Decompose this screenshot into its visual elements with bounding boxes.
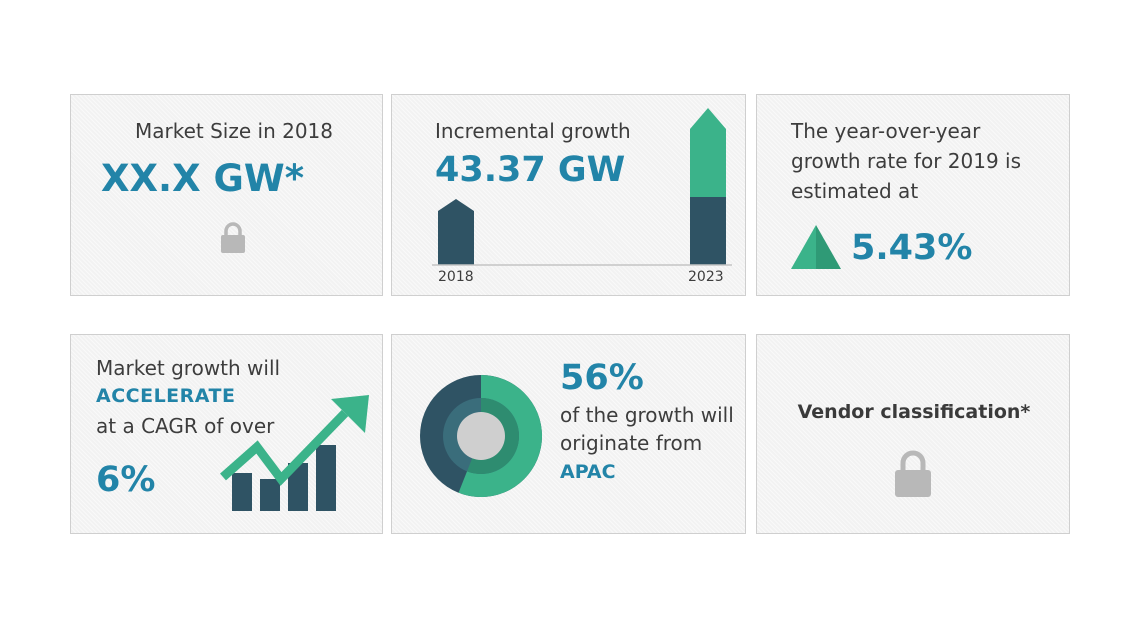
region-name: APAC: [560, 461, 616, 483]
yoy-text-line2: growth rate for 2019 is: [791, 149, 1022, 173]
incremental-growth-card: Incremental growth 43.37 GW 2018 2023: [391, 94, 746, 296]
yoy-growth-value: 5.43%: [851, 228, 973, 268]
incremental-growth-label: Incremental growth: [435, 119, 631, 143]
region-share-value: 56%: [560, 358, 644, 398]
lock-icon: [219, 221, 247, 259]
market-size-value: XX.X GW*: [101, 157, 305, 200]
region-text-line2: originate from: [560, 431, 703, 455]
cagr-value: 6%: [96, 460, 156, 500]
yoy-growth-card: The year-over-year growth rate for 2019 …: [756, 94, 1070, 296]
triangle-up-icon: [791, 225, 841, 273]
region-share-card: 56% of the growth will originate from AP…: [391, 334, 746, 534]
bar-2023-bottom: [690, 197, 726, 265]
market-size-card: Market Size in 2018 XX.X GW*: [70, 94, 383, 296]
cagr-text-line1: Market growth will: [96, 356, 281, 380]
cagr-card: Market growth will ACCELERATE at a CAGR …: [70, 334, 383, 534]
region-text-line1: of the growth will: [560, 403, 734, 427]
vendor-card: Vendor classification*: [756, 334, 1070, 534]
cagr-text-line3: at a CAGR of over: [96, 414, 275, 438]
year-start-label: 2018: [438, 269, 474, 285]
cagr-accelerate-text: ACCELERATE: [96, 385, 236, 407]
bar-2023-top: [690, 108, 726, 197]
yoy-text-line3: estimated at: [791, 179, 919, 203]
growth-chart-icon: [219, 391, 374, 517]
incremental-growth-value: 43.37 GW: [435, 150, 626, 190]
bar-2018: [438, 199, 474, 265]
lock-icon: [893, 449, 933, 503]
growth-bars-icon: [432, 108, 732, 266]
vendor-classification-label: Vendor classification*: [797, 401, 1031, 423]
year-end-label: 2023: [688, 269, 724, 285]
yoy-text-line1: The year-over-year: [791, 119, 981, 143]
donut-chart-icon: [420, 375, 542, 501]
market-size-label: Market Size in 2018: [135, 119, 334, 143]
